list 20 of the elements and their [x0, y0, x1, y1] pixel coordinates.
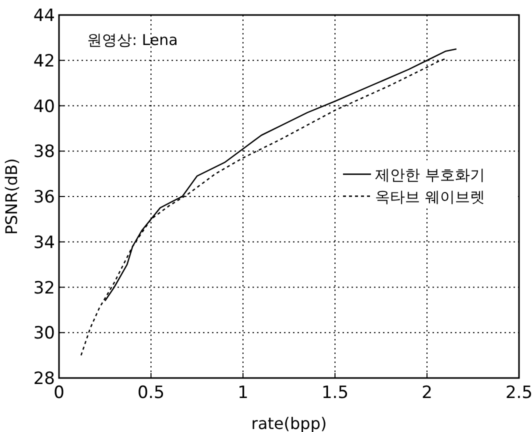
y-tick-label: 38 — [33, 142, 55, 162]
x-axis-title: rate(bpp) — [251, 414, 327, 432]
legend-label: 옥타브 웨이브렛 — [375, 188, 485, 206]
y-tick-label: 34 — [33, 232, 55, 253]
x-tick-label: 1.5 — [321, 383, 349, 403]
annotation: 원영상: Lena — [87, 31, 178, 49]
x-tick-label: 2.5 — [505, 383, 532, 403]
y-tick-label: 42 — [33, 51, 55, 72]
y-tick-label: 32 — [33, 278, 55, 298]
y-tick-label: 36 — [33, 188, 55, 208]
y-axis-title: PSNR(dB) — [2, 158, 21, 235]
x-tick-label: 2 — [422, 383, 432, 403]
y-tick-label: 40 — [33, 96, 55, 117]
x-tick-label: 0 — [54, 383, 64, 403]
legend-label: 제안한 부호화기 — [375, 166, 485, 184]
x-tick-label: 1 — [238, 383, 248, 403]
x-tick-label: 0.5 — [137, 383, 165, 403]
y-tick-label: 30 — [33, 324, 55, 344]
y-tick-label: 28 — [33, 369, 55, 389]
y-tick-label: 44 — [33, 6, 55, 26]
